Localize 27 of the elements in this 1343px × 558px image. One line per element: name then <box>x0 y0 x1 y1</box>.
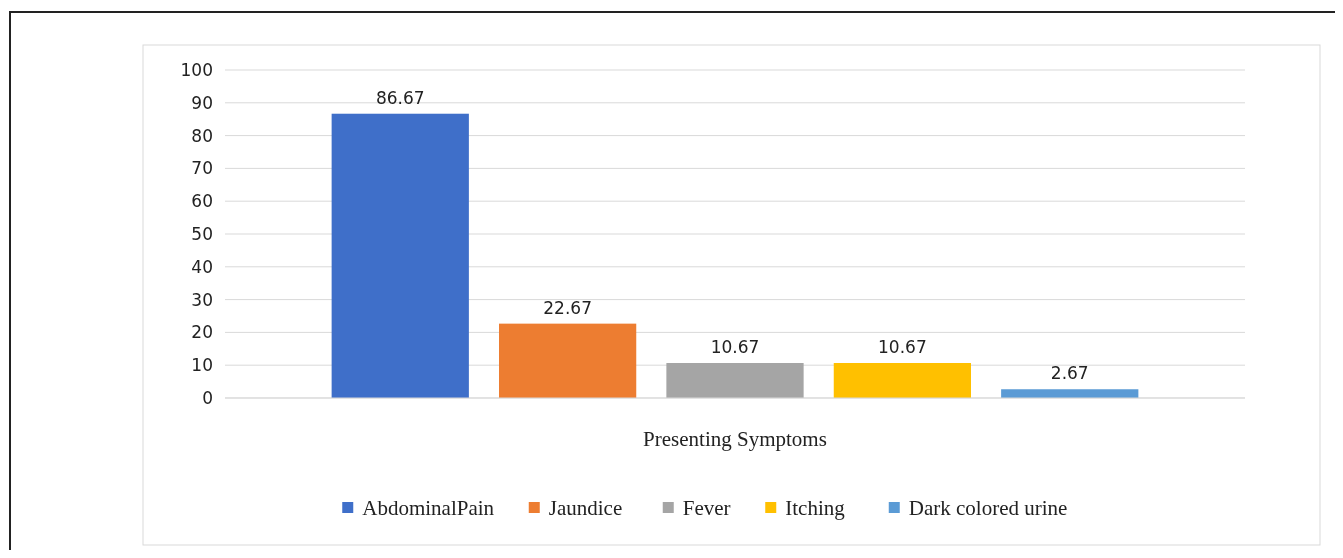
y-tick-label: 20 <box>191 322 213 343</box>
bar <box>499 323 637 398</box>
bar <box>331 113 469 398</box>
legend-label: Fever <box>682 496 731 521</box>
x-axis-title: Presenting Symptoms <box>643 427 827 451</box>
y-tick-label: 30 <box>191 289 213 310</box>
legend-label: AbdominalPain <box>362 496 495 521</box>
bar <box>1001 389 1139 398</box>
bar <box>833 363 971 398</box>
y-tick-label: 10 <box>191 355 213 376</box>
y-tick-label: 100 <box>180 59 213 80</box>
data-label: 86.67 <box>375 87 425 108</box>
bar <box>666 363 804 398</box>
y-tick-label: 80 <box>191 125 213 146</box>
legend-label: Itching <box>785 496 846 521</box>
data-label: 10.67 <box>710 337 760 357</box>
legend-label: Dark colored urine <box>908 496 1068 521</box>
y-tick-label: 70 <box>191 158 213 179</box>
y-tick-label: 0 <box>202 387 213 408</box>
y-tick-label: 90 <box>191 92 213 113</box>
data-label: 2.67 <box>1050 363 1089 384</box>
y-tick-label: 60 <box>191 191 213 212</box>
data-label: 10.67 <box>878 337 927 357</box>
y-tick-label: 50 <box>191 223 213 244</box>
y-tick-label: 40 <box>191 256 213 277</box>
data-label: 22.67 <box>543 297 592 318</box>
legend-label: Jaundice <box>548 496 623 521</box>
